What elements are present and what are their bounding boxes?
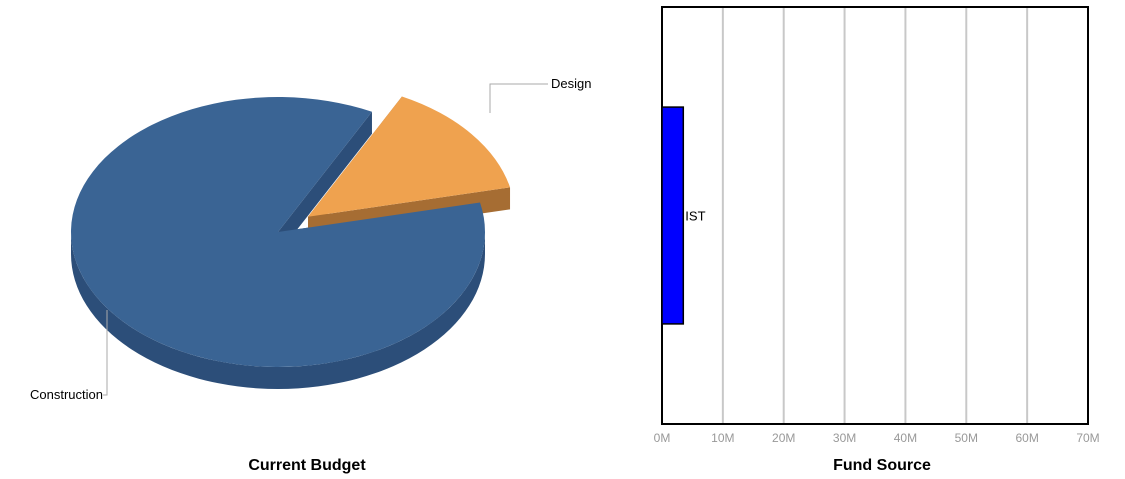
pie-leader-design — [489, 83, 548, 113]
bar-ist[interactable] — [661, 106, 685, 325]
pie-label-construction: Construction — [30, 387, 103, 402]
bar-chart-title: Fund Source — [833, 457, 931, 474]
x-tick-label: 10M — [711, 431, 734, 445]
x-tick-label: 60M — [1015, 431, 1038, 445]
pie-leader-construction — [103, 310, 108, 396]
x-tick-label: 50M — [955, 431, 978, 445]
pie-slice-construction-side — [71, 232, 485, 389]
pie-slice-construction-edge — [278, 111, 372, 255]
pie-chart: Design Construction — [30, 76, 591, 402]
x-tick-label: 70M — [1076, 431, 1099, 445]
pie-slice-design[interactable] — [308, 96, 511, 217]
x-tick-label: 30M — [833, 431, 856, 445]
x-tick-label: 20M — [772, 431, 795, 445]
bar-chart: 0M 10M 20M 30M 40M 50M 60M 70M IST — [654, 6, 1100, 445]
x-tick-label: 40M — [894, 431, 917, 445]
pie-label-design: Design — [551, 76, 591, 91]
pie-chart-title: Current Budget — [248, 457, 366, 474]
pie-slice-construction[interactable] — [70, 96, 486, 367]
bar-label-ist: IST — [685, 209, 705, 224]
plot-frame — [661, 6, 1089, 425]
x-tick-label: 0M — [654, 431, 671, 445]
